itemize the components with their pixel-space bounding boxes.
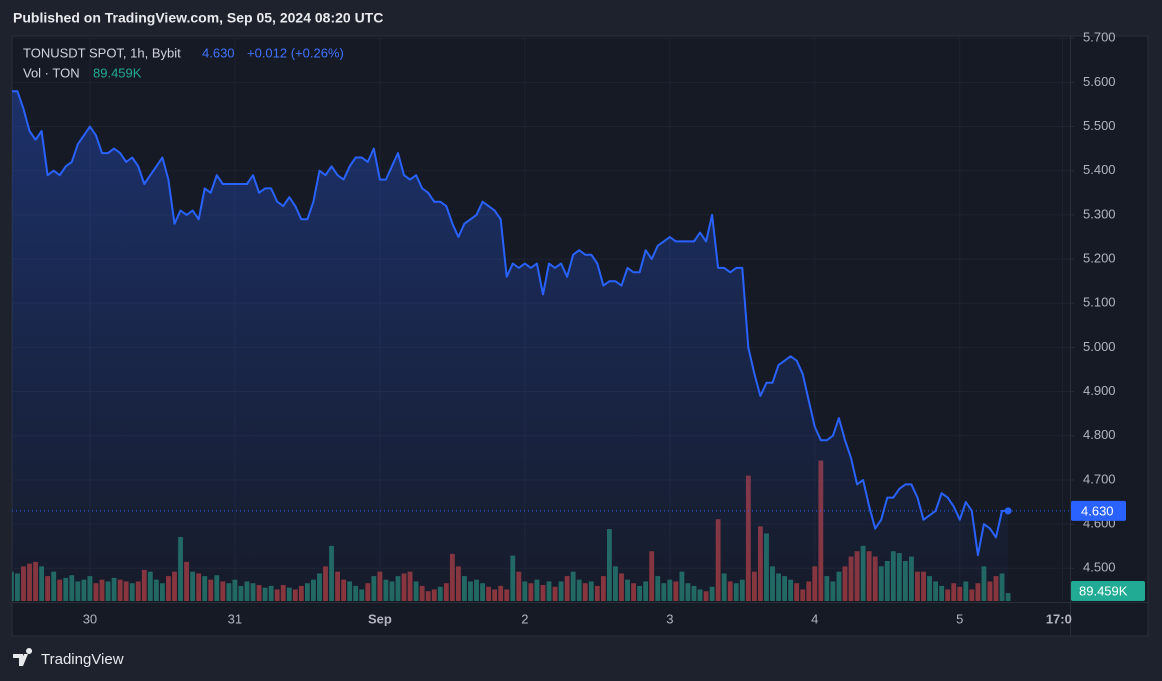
x-tick-label: 17:00 bbox=[1046, 611, 1079, 626]
y-tick-label: 5.200 bbox=[1083, 251, 1116, 266]
time-axis: 30 31 Sep 2 3 4 5 17:00 bbox=[83, 611, 1079, 626]
y-tick-label: 5.500 bbox=[1083, 118, 1116, 133]
price-pane bbox=[12, 90, 1070, 601]
x-tick-label: Sep bbox=[368, 611, 392, 626]
y-tick-label: 5.100 bbox=[1083, 295, 1116, 310]
x-tick-label: 5 bbox=[956, 611, 963, 626]
price-line bbox=[12, 90, 1009, 557]
y-tick-label: 5.700 bbox=[1083, 30, 1116, 45]
last-price-badge-label: 4.630 bbox=[1081, 503, 1114, 518]
x-tick-label: 30 bbox=[83, 611, 97, 626]
y-tick-label: 5.000 bbox=[1083, 339, 1116, 354]
volume-badge bbox=[1071, 581, 1145, 601]
last-price-badge bbox=[1071, 500, 1126, 521]
x-tick-label: 2 bbox=[521, 611, 528, 626]
volume-badge-label: 89.459K bbox=[1079, 583, 1128, 598]
y-tick-label: 4.800 bbox=[1083, 427, 1116, 442]
last-price-dot bbox=[1004, 507, 1012, 515]
volume-label: Vol · TON bbox=[23, 65, 80, 80]
y-tick-label: 5.300 bbox=[1083, 206, 1116, 221]
y-tick-label: 5.400 bbox=[1083, 162, 1116, 177]
y-tick-label: 5.600 bbox=[1083, 74, 1116, 89]
legend: TONUSDT SPOT, 1h, Bybit 4.630 +0.012 (+0… bbox=[23, 45, 344, 80]
published-note: Published on TradingView.com, Sep 05, 20… bbox=[13, 10, 383, 26]
x-tick-label: 31 bbox=[228, 611, 242, 626]
price-area bbox=[12, 91, 1009, 601]
brand-name: TradingView bbox=[41, 651, 124, 668]
y-tick-label: 4.700 bbox=[1083, 471, 1116, 486]
x-tick-label: 3 bbox=[666, 611, 673, 626]
symbol-label: TONUSDT SPOT, 1h, Bybit bbox=[23, 45, 181, 60]
volume-value: 89.459K bbox=[93, 65, 142, 80]
y-tick-label: 4.900 bbox=[1083, 383, 1116, 398]
x-tick-label: 4 bbox=[811, 611, 818, 626]
brand-logo: TradingView bbox=[13, 648, 124, 668]
last-price: 4.630 bbox=[202, 45, 235, 60]
y-tick-label: 4.500 bbox=[1083, 560, 1116, 575]
price-change: +0.012 (+0.26%) bbox=[247, 45, 344, 60]
logo-icon bbox=[13, 648, 33, 666]
